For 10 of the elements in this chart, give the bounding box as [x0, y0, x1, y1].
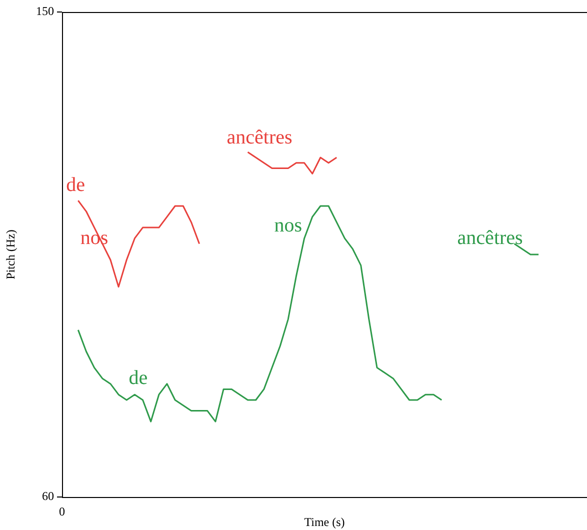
annotation: de: [66, 174, 86, 196]
annotation: ancêtres: [457, 226, 524, 249]
y-axis-title: Pitch (Hz): [3, 230, 18, 280]
y-tick-label: 150: [36, 4, 54, 18]
x-tick-label: 0: [59, 504, 65, 518]
annotation: nos: [274, 214, 302, 237]
annotation: de: [128, 366, 148, 389]
x-axis-title: Time (s): [304, 514, 345, 529]
y-tick-label: 60: [42, 489, 54, 504]
annotation: ancêtres: [226, 126, 292, 148]
